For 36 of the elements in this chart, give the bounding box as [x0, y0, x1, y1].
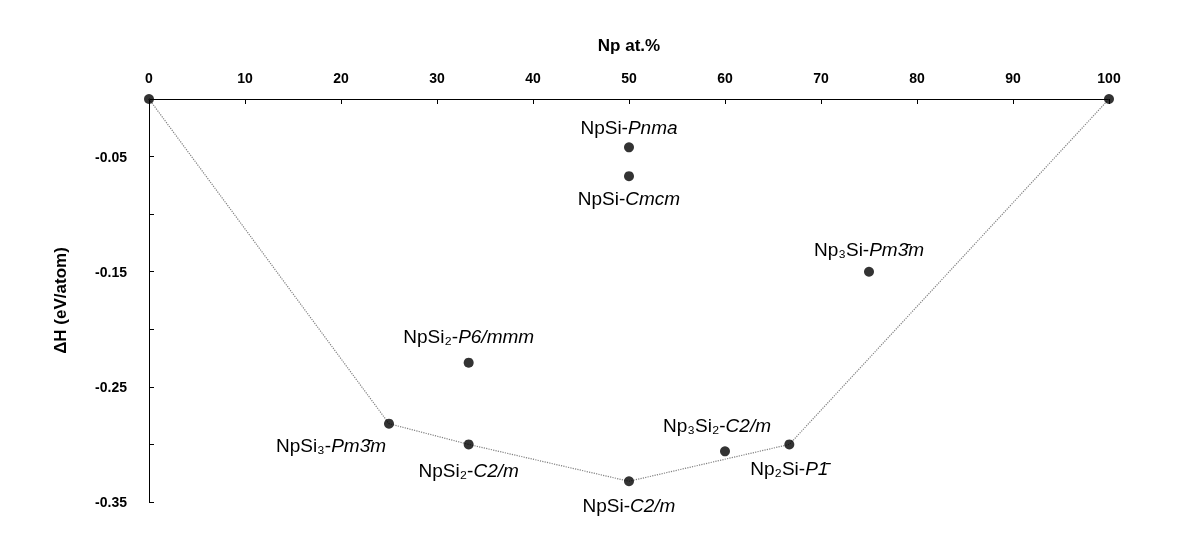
point	[720, 446, 730, 457]
point	[624, 171, 634, 182]
x-tick-label: 20	[333, 70, 349, 86]
point	[463, 439, 474, 450]
point	[463, 357, 474, 368]
y-axis-title: ΔH (eV/atom)	[51, 247, 70, 354]
annotation: NpSi-Pnma	[580, 116, 678, 138]
y-tick-label: -0.15	[95, 263, 128, 280]
point	[784, 439, 795, 450]
annotation: Np₃Si-Pm3̄m	[813, 239, 925, 261]
annotation: Np₃Si₂-C2/m	[662, 414, 772, 436]
x-tick-label: 30	[429, 70, 445, 86]
x-tick-label: 100	[1097, 70, 1121, 86]
annotation: NpSi-Cmcm	[577, 187, 681, 209]
point	[864, 266, 874, 277]
x-tick-label: 80	[909, 70, 925, 86]
annotation: NpSi₃-Pm3̄m	[275, 435, 387, 457]
point	[624, 476, 634, 487]
x-tick-label: 40	[525, 70, 541, 86]
x-tick-label: 70	[813, 70, 829, 86]
x-tick-label: 90	[1005, 70, 1021, 86]
point	[624, 142, 634, 153]
point	[384, 418, 394, 429]
y-tick-label: -0.25	[95, 378, 128, 395]
x-tick-label: 50	[621, 70, 637, 86]
annotation: NpSi₂-C2/m	[418, 459, 519, 481]
x-tick-label: 10	[237, 70, 253, 86]
annotation: NpSi-C2/m	[582, 494, 676, 516]
x-tick-label: 60	[717, 70, 733, 86]
y-tick-label: -0.05	[95, 148, 128, 165]
point	[144, 94, 154, 104]
x-axis-title: Np at.%	[597, 36, 661, 55]
annotation: Np₂Si-P1̄	[750, 457, 832, 479]
y-tick-label: -0.35	[95, 494, 128, 510]
annotation: NpSi₂-P6/mmm	[403, 326, 535, 348]
x-tick-label: 0	[145, 70, 154, 86]
